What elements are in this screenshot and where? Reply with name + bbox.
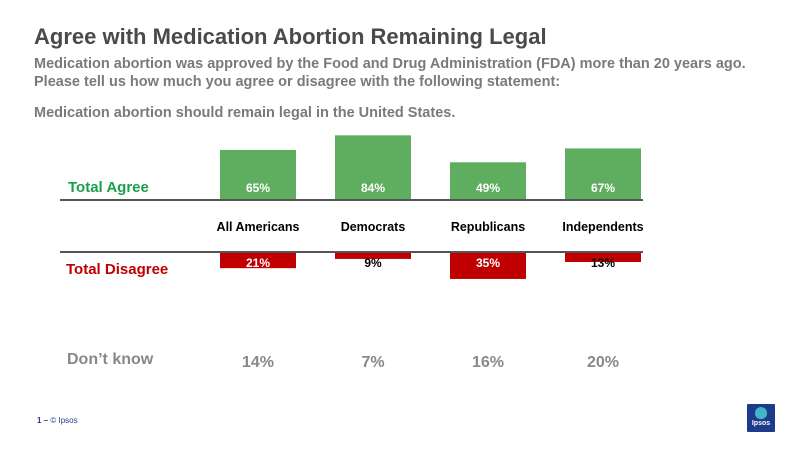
- footer: 1 – © Ipsos: [37, 416, 78, 425]
- category-label-all-americans: All Americans: [217, 220, 300, 234]
- disagree-bar-republicans: [450, 252, 526, 279]
- agree-bar-independents: [565, 148, 641, 200]
- question-text: Medication abortion was approved by the …: [34, 56, 746, 90]
- disagree-value-label-all-americans: 21%: [246, 256, 270, 270]
- agree-value-label-independents: 67%: [591, 181, 615, 195]
- dont-know-value-republicans: 16%: [472, 354, 504, 371]
- agree-value-label-republicans: 49%: [476, 181, 500, 195]
- dont-know-value-democrats: 7%: [361, 354, 384, 371]
- statement-text: Medication abortion should remain legal …: [34, 105, 456, 121]
- dont-know-value-independents: 20%: [587, 354, 619, 371]
- disagree-bar-democrats: [335, 252, 411, 259]
- total-agree-label: Total Agree: [68, 179, 149, 196]
- copyright: © Ipsos: [50, 416, 78, 425]
- dont-know-label: Don’t know: [67, 351, 154, 368]
- disagree-bar-independents: [565, 252, 641, 263]
- agree-value-label-democrats: 84%: [361, 181, 385, 195]
- logo-mark-icon: [755, 407, 767, 419]
- category-label-independents: Independents: [562, 220, 643, 234]
- disagree-bar-all-americans: [220, 252, 296, 269]
- category-label-democrats: Democrats: [341, 220, 406, 234]
- disagree-value-label-republicans: 35%: [476, 256, 500, 270]
- disagree-value-label-independents: 13%: [591, 256, 615, 270]
- dont-know-value-all-americans: 14%: [242, 354, 274, 371]
- agree-bar-democrats: [335, 135, 411, 200]
- agree-bar-all-americans: [220, 149, 296, 200]
- logo-text: Ipsos: [751, 420, 771, 427]
- ipsos-logo: Ipsos: [747, 404, 775, 432]
- disagree-value-label-democrats: 9%: [364, 256, 382, 270]
- agree-value-label-all-americans: 65%: [246, 181, 270, 195]
- page-number: 1 –: [37, 416, 49, 425]
- total-disagree-label: Total Disagree: [66, 261, 169, 278]
- agree-bar-republicans: [450, 162, 526, 200]
- chart-title: Agree with Medication Abortion Remaining…: [34, 24, 547, 49]
- category-label-republicans: Republicans: [451, 220, 525, 234]
